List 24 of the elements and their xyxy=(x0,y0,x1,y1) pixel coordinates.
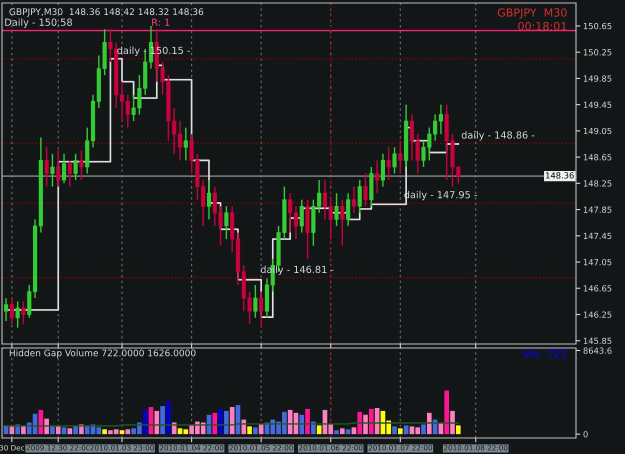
y-tick-label: 145.85 xyxy=(584,338,612,344)
ref-line-label: 148.36 xyxy=(546,172,574,179)
y-tick-label: 0 xyxy=(583,431,588,438)
y-tick-label: 148.25 xyxy=(584,180,612,187)
y-tick-label: 147.85 xyxy=(584,206,612,213)
y-tick-label: 8643.6 xyxy=(584,347,612,354)
y-tick-label: 148.65 xyxy=(584,154,612,160)
y-tick-label: 149.45 xyxy=(584,102,612,108)
y-tick-label: 147.05 xyxy=(584,259,612,266)
y-tick-label: 146.65 xyxy=(584,285,612,292)
chart-title: Hidden Gap Volume 722.0000 1626.0000 xyxy=(10,349,196,358)
text: GBPJPY,M30 148.36 148.42 148.32 148.36 xyxy=(9,8,204,17)
y-tick-label: 150.65 xyxy=(584,22,612,30)
y-tick-label: 149.05 xyxy=(584,128,612,134)
y-tick-label: 147.45 xyxy=(584,232,612,240)
annotation: daily - 148.86 - xyxy=(462,131,534,141)
y-tick-label: 149.85 xyxy=(584,75,612,82)
annotation: Daily - 150.58 xyxy=(5,18,72,28)
annotation: R: 1 xyxy=(152,18,170,26)
y-tick-label: 146.25 xyxy=(584,311,612,318)
y-tick-label: 150.25 xyxy=(584,49,612,56)
annotation: GBPJPY M30 xyxy=(498,8,567,19)
annotation: Vol. 722 xyxy=(522,349,566,358)
annotation: 00:18:01 xyxy=(518,22,566,30)
